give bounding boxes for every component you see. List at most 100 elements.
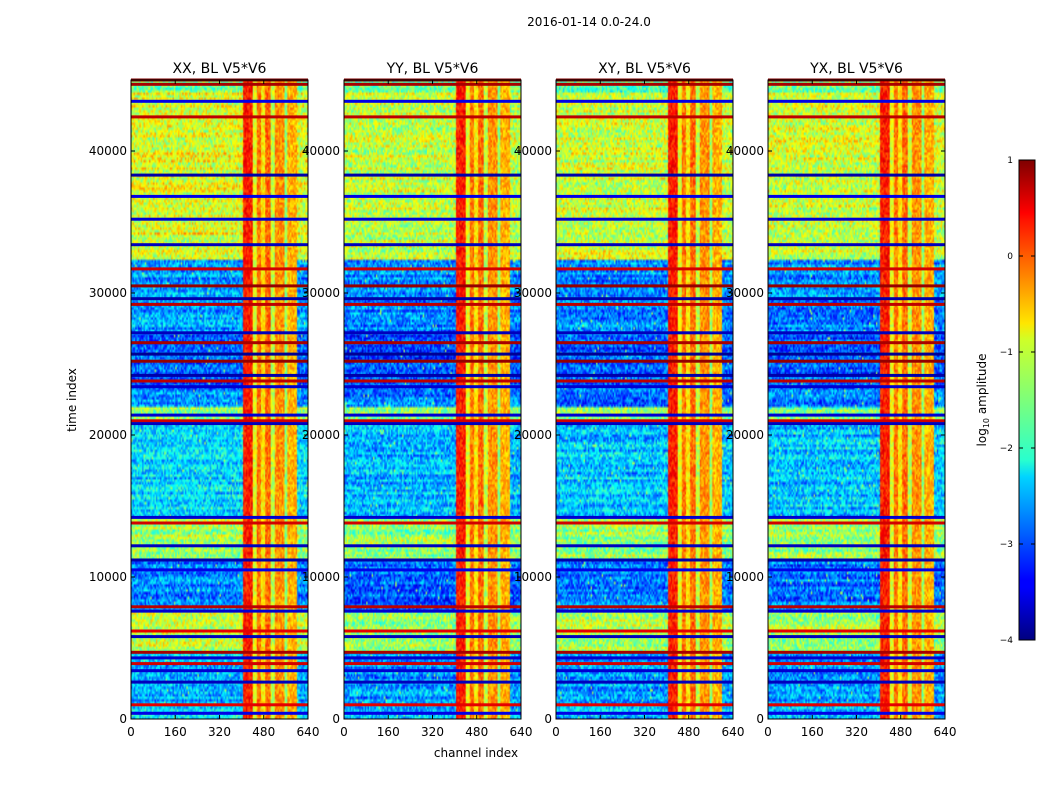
heatmap-strong-row — [768, 656, 945, 660]
x-axis-label: channel index — [434, 746, 518, 760]
heatmap-strong-row — [344, 379, 521, 383]
heatmap-strong-row — [344, 331, 521, 335]
heatmap-strong-row — [768, 629, 945, 633]
heatmap-strong-row — [131, 629, 308, 633]
heatmap-strong-row — [556, 302, 733, 306]
heatmap-strong-row — [344, 297, 521, 301]
x-tick-label: 480 — [677, 725, 700, 739]
colorbar-tick-label: −2 — [1000, 444, 1013, 454]
heatmap-strong-row — [556, 650, 733, 654]
heatmap-strong-row — [768, 331, 945, 335]
y-tick-label: 40000 — [302, 144, 340, 158]
y-tick-label: 20000 — [302, 428, 340, 442]
heatmap-strong-row — [344, 662, 521, 666]
y-tick-label: 10000 — [726, 570, 764, 584]
heatmap-panel-xx: XX, BL V5*V6 0 160 320 480 640 0 10000 20000 3000… — [89, 61, 320, 739]
heatmap-strong-row — [131, 680, 308, 684]
heatmap-strong-row — [344, 359, 521, 363]
panel-title: YY, BL V5*V6 — [386, 61, 479, 77]
colorbar-label-suffix: amplitude — [975, 354, 989, 418]
colorbar-label-prefix: log — [975, 428, 989, 446]
heatmap-strong-row — [344, 413, 521, 417]
heatmap-strong-row — [131, 385, 308, 389]
colorbar-tick-label: −3 — [1000, 540, 1013, 550]
heatmap-strong-row — [768, 82, 945, 86]
heatmap-strong-row — [131, 352, 308, 356]
heatmap-strong-row — [768, 669, 945, 673]
heatmap-strong-row — [556, 217, 733, 221]
heatmap-strong-row — [768, 662, 945, 666]
heatmap-strong-row — [344, 669, 521, 673]
y-axis-label: time index — [65, 368, 79, 432]
heatmap-strong-row — [556, 680, 733, 684]
heatmap-strong-row — [131, 669, 308, 673]
heatmap-strong-row — [768, 703, 945, 707]
x-tick-label: 320 — [208, 725, 231, 739]
heatmap-strong-row — [768, 422, 945, 426]
y-tick-label: 20000 — [514, 428, 552, 442]
y-tick-label: 30000 — [89, 286, 127, 300]
heatmap-panel-yx: YX, BL V5*V6 0 160 320 480 640 0 10000 20000 3000… — [726, 61, 957, 739]
heatmap-strong-row — [131, 662, 308, 666]
heatmap-strong-row — [556, 609, 733, 613]
heatmap-strong-row — [768, 243, 945, 247]
x-tick-label: 0 — [764, 725, 772, 739]
x-tick-label: 640 — [934, 725, 957, 739]
heatmap-strong-row — [768, 359, 945, 363]
heatmap-strong-row — [556, 341, 733, 345]
heatmap-strong-row — [556, 297, 733, 301]
heatmap-strong-row — [344, 302, 521, 306]
heatmap-strong-row — [768, 379, 945, 383]
heatmap-strong-row — [131, 544, 308, 548]
heatmap-strong-row — [768, 173, 945, 177]
colorbar-tick-label: 1 — [1007, 156, 1013, 166]
panel-title: YX, BL V5*V6 — [809, 61, 903, 77]
colorbar-tick-label: −1 — [1000, 348, 1013, 358]
y-tick-label: 30000 — [726, 286, 764, 300]
heatmap-strong-row — [556, 568, 733, 572]
colorbar-label-subscript: 10 — [982, 418, 991, 428]
y-tick-label: 40000 — [514, 144, 552, 158]
heatmap-strong-row — [556, 419, 733, 423]
heatmap-strong-row — [768, 515, 945, 519]
heatmap-strong-row — [344, 515, 521, 519]
y-tick-label: 30000 — [514, 286, 552, 300]
colorbar-tick-label: −4 — [1000, 636, 1014, 646]
heatmap-strong-row — [344, 82, 521, 86]
heatmap-strong-row — [344, 115, 521, 119]
heatmap-strong-row — [131, 558, 308, 562]
heatmap-strong-row — [344, 703, 521, 707]
heatmap-strong-row — [768, 217, 945, 221]
heatmap-strong-row — [344, 568, 521, 572]
heatmap-strong-row — [131, 379, 308, 383]
heatmap-strong-row — [344, 194, 521, 198]
heatmap-strong-row — [556, 359, 733, 363]
heatmap-strong-row — [131, 297, 308, 301]
heatmap-strong-row — [131, 284, 308, 288]
heatmap-strong-row — [131, 413, 308, 417]
y-tick-label: 0 — [756, 712, 764, 726]
heatmap-strong-row — [556, 422, 733, 426]
heatmap-strong-row — [556, 284, 733, 288]
colorbar: 10−1−2−3−4 log10 amplitude — [975, 156, 1036, 646]
heatmap-strong-row — [556, 379, 733, 383]
heatmap-strong-row — [131, 515, 308, 519]
heatmap-strong-row — [131, 703, 308, 707]
x-tick-label: 0 — [552, 725, 560, 739]
heatmap-strong-row — [556, 385, 733, 389]
x-tick-label: 160 — [589, 725, 612, 739]
y-tick-label: 40000 — [726, 144, 764, 158]
heatmap-strong-row — [344, 173, 521, 177]
y-tick-label: 40000 — [89, 144, 127, 158]
colorbar-gradient — [1018, 159, 1036, 641]
heatmap-strong-row — [344, 419, 521, 423]
heatmap-strong-row — [131, 302, 308, 306]
heatmap-strong-row — [556, 82, 733, 86]
panel-title: XX, BL V5*V6 — [173, 61, 267, 77]
heatmap-strong-row — [131, 194, 308, 198]
heatmap-strong-row — [344, 373, 521, 377]
heatmap-panels: XX, BL V5*V6 0 160 320 480 640 0 10000 20000 3000… — [89, 61, 957, 739]
y-tick-label: 10000 — [514, 570, 552, 584]
heatmap-strong-row — [556, 669, 733, 673]
y-tick-label: 20000 — [89, 428, 127, 442]
